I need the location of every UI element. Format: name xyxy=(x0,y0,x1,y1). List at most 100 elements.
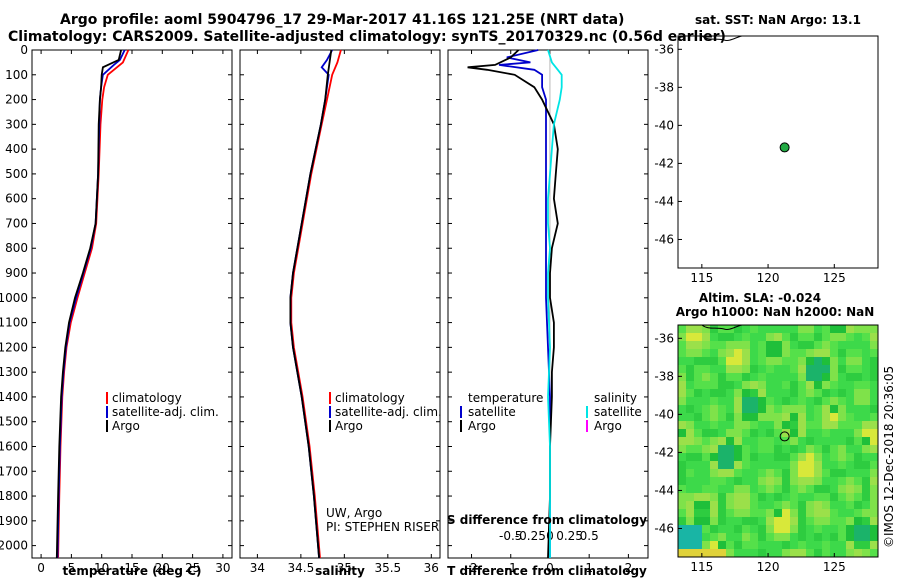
sla-heatmap-cell xyxy=(726,517,735,526)
sla-heatmap-cell xyxy=(702,357,711,366)
sla-heatmap-grid xyxy=(678,325,879,558)
sla-heatmap-cell xyxy=(782,525,791,534)
sla-heatmap-cell xyxy=(758,325,767,334)
sla-heatmap-cell xyxy=(678,437,687,446)
sla-heatmap-cell xyxy=(758,493,767,502)
sla-heatmap-cell xyxy=(774,493,783,502)
sla-heatmap-cell xyxy=(718,421,727,430)
s-diff-tick-label: 0.5 xyxy=(580,529,599,543)
sla-heatmap-cell xyxy=(734,485,743,494)
sla-heatmap-cell xyxy=(830,325,839,334)
sla-heatmap-cell xyxy=(870,365,879,374)
sla-heatmap-cell xyxy=(782,477,791,486)
series-line-climatology xyxy=(290,49,342,559)
sla-heatmap-cell xyxy=(854,325,863,334)
temperature-legend: climatology satellite-adj. clim. Argo xyxy=(106,391,219,433)
sla-heatmap-cell xyxy=(686,333,695,342)
sla-heatmap-cell xyxy=(790,437,799,446)
sla-heatmap-cell xyxy=(774,509,783,518)
sla-heatmap-cell xyxy=(750,485,759,494)
sla-heatmap-cell xyxy=(862,437,871,446)
map-y-tick-label: -36 xyxy=(654,331,674,345)
sla-heatmap-cell xyxy=(830,389,839,398)
legend-label-t-argo: Argo xyxy=(468,419,496,433)
sla-heatmap-cell xyxy=(766,429,775,438)
sla-heatmap-cell xyxy=(798,373,807,382)
sla-heatmap-cell xyxy=(822,541,831,550)
sla-heatmap-cell xyxy=(774,397,783,406)
imos-timestamp: ©IMOS 12-Dec-2018 20:36:05 xyxy=(882,366,896,548)
sla-heatmap-cell xyxy=(782,405,791,414)
sla-heatmap-cell xyxy=(734,437,743,446)
sla-heatmap-cell xyxy=(686,525,695,534)
sla-heatmap-cell xyxy=(790,453,799,462)
sla-heatmap-cell xyxy=(742,501,751,510)
sla-heatmap-cell xyxy=(678,349,687,358)
sla-heatmap-cell xyxy=(710,413,719,422)
sla-heatmap-cell xyxy=(734,453,743,462)
sla-heatmap-cell xyxy=(814,477,823,486)
sla-heatmap-cell xyxy=(862,445,871,454)
sla-heatmap-cell xyxy=(710,437,719,446)
sla-heatmap-cell xyxy=(814,541,823,550)
sla-heatmap-cell xyxy=(718,477,727,486)
sla-heatmap-cell xyxy=(870,405,879,414)
sla-heatmap-cell xyxy=(806,477,815,486)
sla-heatmap-cell xyxy=(734,493,743,502)
sla-heatmap-cell xyxy=(734,525,743,534)
sla-heatmap-cell xyxy=(806,453,815,462)
sla-heatmap-cell xyxy=(718,341,727,350)
sla-heatmap-cell xyxy=(862,341,871,350)
sla-heatmap-cell xyxy=(702,397,711,406)
sla-heatmap-cell xyxy=(862,365,871,374)
sla-heatmap-cell xyxy=(822,445,831,454)
map-x-tick-label: 125 xyxy=(823,271,846,285)
sla-heatmap-cell xyxy=(694,365,703,374)
sla-heatmap-cell xyxy=(798,357,807,366)
legend-label-argo: Argo xyxy=(335,419,363,433)
sla-heatmap-cell xyxy=(758,365,767,374)
sla-heatmap-cell xyxy=(758,357,767,366)
x-tick-label: 35.5 xyxy=(374,561,401,575)
sla-heatmap-cell xyxy=(742,549,751,558)
sla-heatmap-cell xyxy=(838,413,847,422)
sla-heatmap-cell xyxy=(686,365,695,374)
sla-heatmap-cell xyxy=(822,517,831,526)
sla-heatmap-cell xyxy=(766,357,775,366)
map-y-tick-label: -38 xyxy=(654,369,674,383)
sla-heatmap-cell xyxy=(822,365,831,374)
sla-heatmap-cell xyxy=(758,445,767,454)
sla-heatmap-cell xyxy=(798,485,807,494)
sla-heatmap-cell xyxy=(830,333,839,342)
sla-heatmap-cell xyxy=(718,405,727,414)
depth-tick-label: 0 xyxy=(20,43,28,57)
sla-heatmap-cell xyxy=(782,341,791,350)
depth-tick-label: 100 xyxy=(5,68,28,82)
sla-heatmap-cell xyxy=(718,389,727,398)
sla-heatmap-cell xyxy=(742,365,751,374)
sla-heatmap-cell xyxy=(694,533,703,542)
sla-heatmap-cell xyxy=(806,541,815,550)
sla-heatmap-cell xyxy=(686,541,695,550)
sla-heatmap-cell xyxy=(806,373,815,382)
sla-heatmap-cell xyxy=(694,389,703,398)
sla-heatmap-cell xyxy=(774,405,783,414)
sla-heatmap-cell xyxy=(870,333,879,342)
sla-heatmap-cell xyxy=(862,397,871,406)
sla-heatmap-cell xyxy=(718,357,727,366)
sla-heatmap-cell xyxy=(830,397,839,406)
sla-heatmap-cell xyxy=(822,389,831,398)
sla-heatmap-cell xyxy=(870,517,879,526)
sla-heatmap-cell xyxy=(702,477,711,486)
sla-heatmap-cell xyxy=(726,533,735,542)
sla-heatmap-cell xyxy=(838,421,847,430)
sla-heatmap-cell xyxy=(822,549,831,558)
sla-heatmap-cell xyxy=(838,333,847,342)
map-x-tick-label: 115 xyxy=(690,271,713,285)
legend-temperature-heading: temperature xyxy=(468,391,543,405)
sla-heatmap-cell xyxy=(718,365,727,374)
sla-heatmap-cell xyxy=(790,357,799,366)
sla-heatmap-cell xyxy=(830,469,839,478)
sla-heatmap-cell xyxy=(678,341,687,350)
sla-heatmap-cell xyxy=(750,421,759,430)
